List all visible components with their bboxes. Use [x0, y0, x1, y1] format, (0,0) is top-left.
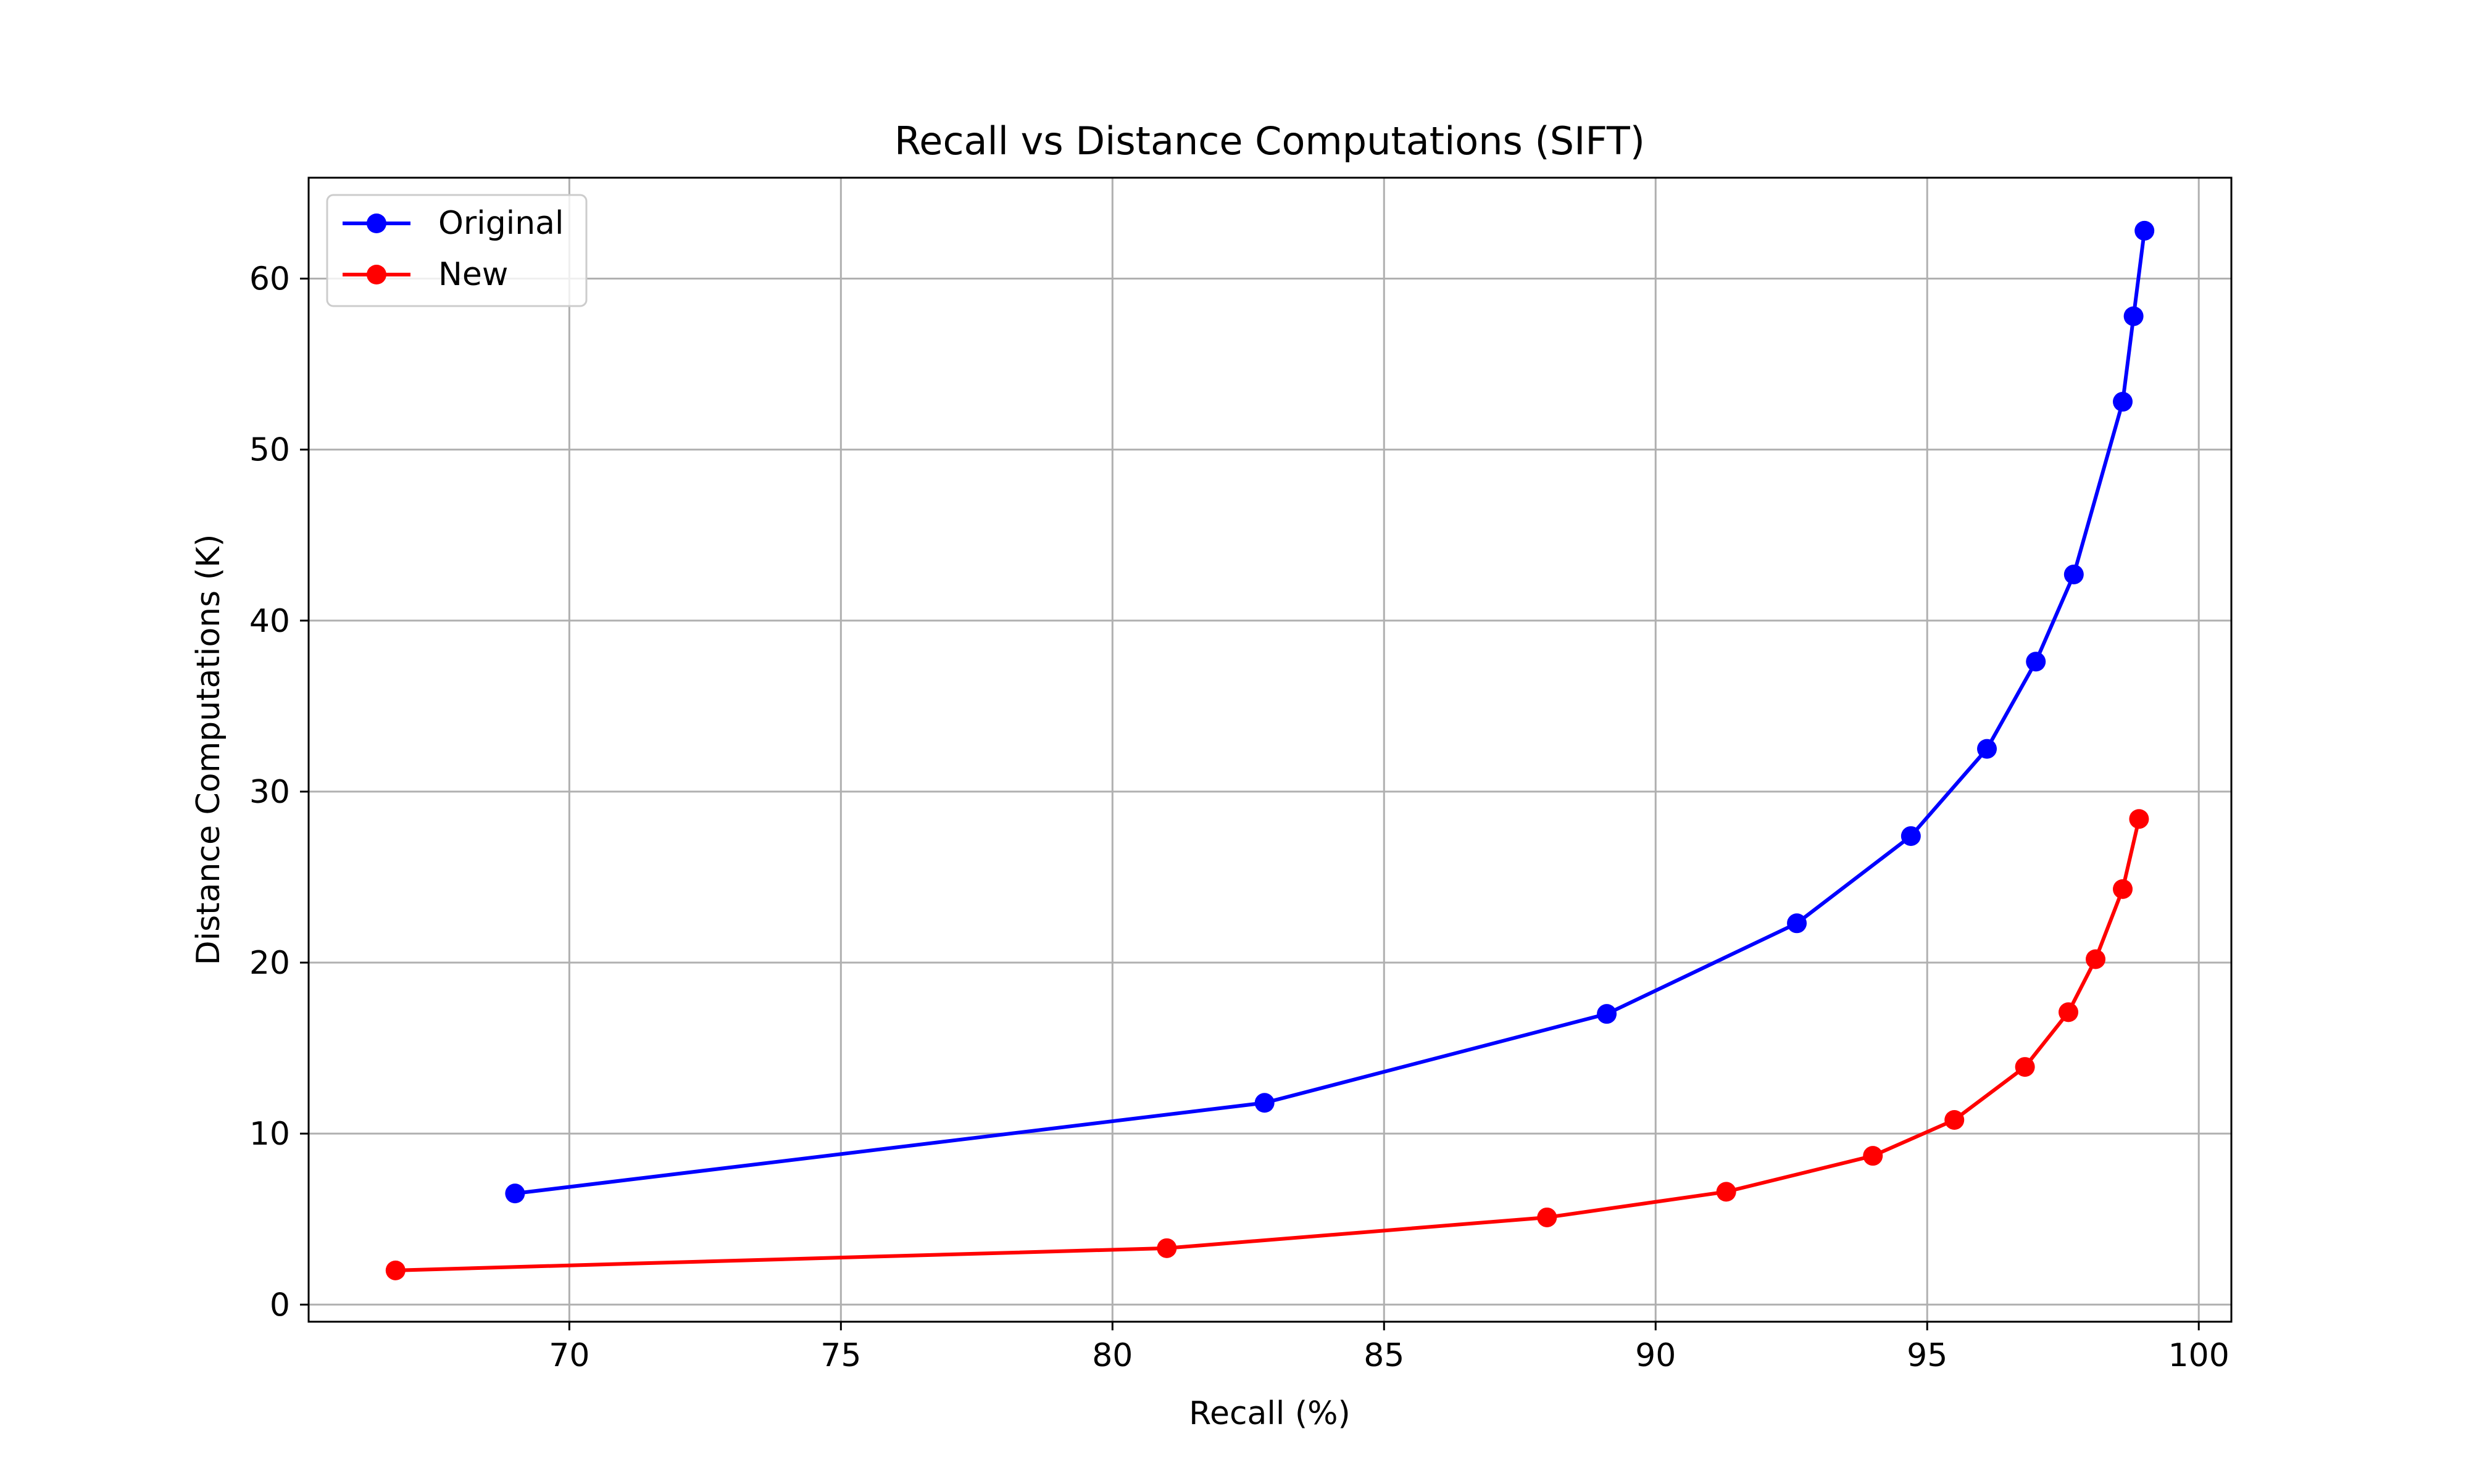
y-tick-label: 20 — [249, 945, 290, 982]
legend-marker-new — [367, 265, 386, 284]
data-point-new — [385, 1260, 406, 1280]
x-tick-label: 90 — [1635, 1337, 1676, 1374]
series-layer — [385, 220, 2155, 1280]
data-point-original — [2063, 564, 2084, 584]
data-point-new — [1537, 1207, 1557, 1227]
data-point-new — [2086, 949, 2106, 969]
legend-label-new: New — [438, 256, 508, 293]
data-point-new — [1716, 1182, 1736, 1202]
x-tick-label: 95 — [1907, 1337, 1947, 1374]
data-point-original — [2123, 306, 2144, 326]
data-point-original — [1901, 826, 1921, 846]
legend-marker-original — [367, 213, 386, 233]
y-tick-label: 30 — [249, 774, 290, 811]
x-tick-label: 80 — [1092, 1337, 1133, 1374]
y-tick-label: 0 — [270, 1287, 290, 1324]
data-point-new — [1157, 1238, 1177, 1258]
legend-entry-new: New — [343, 256, 508, 293]
data-point-new — [2059, 1002, 2079, 1022]
x-tick-label: 75 — [820, 1337, 861, 1374]
data-point-original — [2113, 392, 2133, 412]
data-point-original — [1787, 913, 1807, 934]
y-axis-label: Distance Computations (K) — [190, 534, 227, 966]
x-tick-label: 100 — [2168, 1337, 2230, 1374]
legend-entry-original: Original — [343, 205, 564, 242]
data-point-new — [2015, 1057, 2035, 1077]
data-point-original — [505, 1183, 525, 1204]
plot-frame — [307, 176, 2233, 1323]
legend: Original New — [326, 194, 588, 307]
data-point-original — [2134, 220, 2155, 241]
data-point-original — [1597, 1004, 1617, 1024]
data-point-new — [1944, 1109, 1965, 1130]
data-point-new — [2129, 809, 2149, 829]
y-tick-label: 40 — [249, 603, 290, 640]
data-point-original — [2026, 652, 2046, 672]
series-original — [505, 220, 2155, 1204]
data-point-original — [1254, 1093, 1275, 1113]
y-tick-label: 10 — [249, 1116, 290, 1153]
grid — [309, 178, 2231, 1322]
data-point-original — [1977, 739, 1997, 759]
y-tick-label: 50 — [249, 432, 290, 469]
y-tick-label: 60 — [249, 261, 290, 298]
chart-title: Recall vs Distance Computations (SIFT) — [894, 118, 1645, 164]
x-tick-label: 70 — [549, 1337, 589, 1374]
data-point-new — [2113, 879, 2133, 899]
data-point-new — [1863, 1146, 1883, 1166]
x-axis-label: Recall (%) — [1189, 1395, 1351, 1432]
x-tick-label: 85 — [1364, 1337, 1404, 1374]
legend-label-original: Original — [438, 205, 564, 242]
axes: 70 75 80 85 90 95 100 0 10 20 30 40 50 60 — [249, 261, 2230, 1374]
series-new — [385, 809, 2149, 1280]
